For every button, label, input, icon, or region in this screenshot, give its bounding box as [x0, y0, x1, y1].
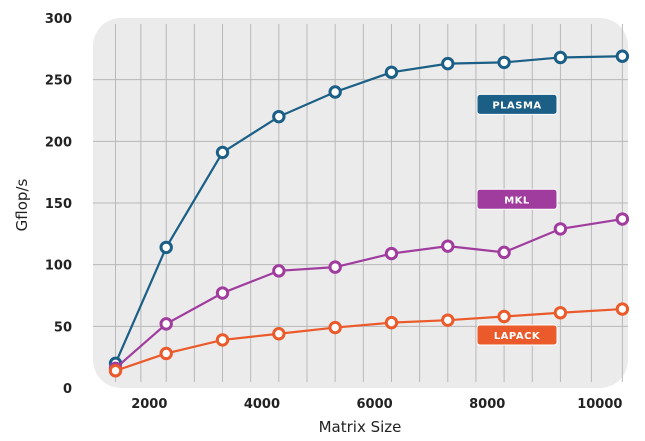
y-tick-label: 100: [45, 259, 72, 274]
data-point: [215, 333, 230, 347]
data-point: [441, 313, 455, 327]
data-point: [384, 315, 399, 330]
series-label-plasma: PLASMA: [476, 93, 558, 115]
data-point: [272, 327, 286, 341]
series-label-box: [476, 93, 558, 115]
series-label-text: PLASMA: [492, 100, 541, 111]
series-line: [114, 55, 623, 364]
series-label-box: [476, 188, 558, 210]
data-point: [384, 65, 399, 79]
series-labels: PLASMA MKL LAPACK: [476, 93, 558, 346]
x-tick-label: 10000: [577, 397, 622, 412]
x-tick-labels: 2000 4000 6000 8000 10000: [131, 397, 622, 412]
data-point: [497, 55, 511, 70]
data-point: [328, 85, 342, 99]
series-label-mkl: MKL: [476, 188, 558, 210]
data-point: [159, 317, 173, 331]
x-tick-label: 2000: [131, 397, 167, 412]
data-point: [215, 145, 230, 160]
data-point: [553, 222, 568, 236]
data-point: [615, 302, 630, 316]
series-label-lapack: LAPACK: [476, 324, 558, 346]
data-point: [272, 109, 286, 124]
data-point: [328, 320, 342, 335]
y-tick-label: 150: [45, 197, 72, 212]
series-label-text: LAPACK: [494, 331, 541, 342]
data-point: [328, 260, 342, 274]
data-point: [615, 212, 630, 226]
series-label-box: [476, 324, 558, 346]
y-tick-label: 250: [45, 74, 72, 89]
y-tick-label: 50: [54, 320, 72, 335]
data-point: [215, 286, 230, 300]
y-tick-label: 300: [45, 12, 72, 27]
y-tick-label: 0: [63, 382, 72, 397]
series-lapack: [108, 302, 630, 378]
data-point: [159, 346, 173, 361]
data-point: [497, 309, 511, 324]
series-line: [115, 307, 623, 372]
x-tick-label: 6000: [356, 397, 392, 412]
x-tick-label: 8000: [469, 397, 505, 412]
data-point: [553, 306, 568, 320]
data-point: [441, 56, 455, 71]
series-line: [114, 217, 623, 370]
data-point: [108, 364, 123, 378]
series-lines: [108, 49, 630, 378]
y-tick-label: 200: [45, 135, 72, 150]
data-point: [159, 240, 173, 255]
data-point: [615, 49, 630, 63]
data-point: [384, 246, 399, 261]
series-mkl: [108, 212, 630, 375]
y-tick-labels: 0 50 100 150 200 250 300: [45, 12, 72, 397]
x-axis-label: Matrix Size: [319, 418, 402, 436]
y-axis-label: Gflop/s: [13, 178, 31, 231]
data-point: [553, 50, 568, 65]
data-point: [272, 264, 286, 278]
data-point: [441, 239, 455, 253]
data-point: [497, 245, 511, 260]
series-label-text: MKL: [504, 195, 530, 206]
x-tick-label: 4000: [244, 397, 280, 412]
